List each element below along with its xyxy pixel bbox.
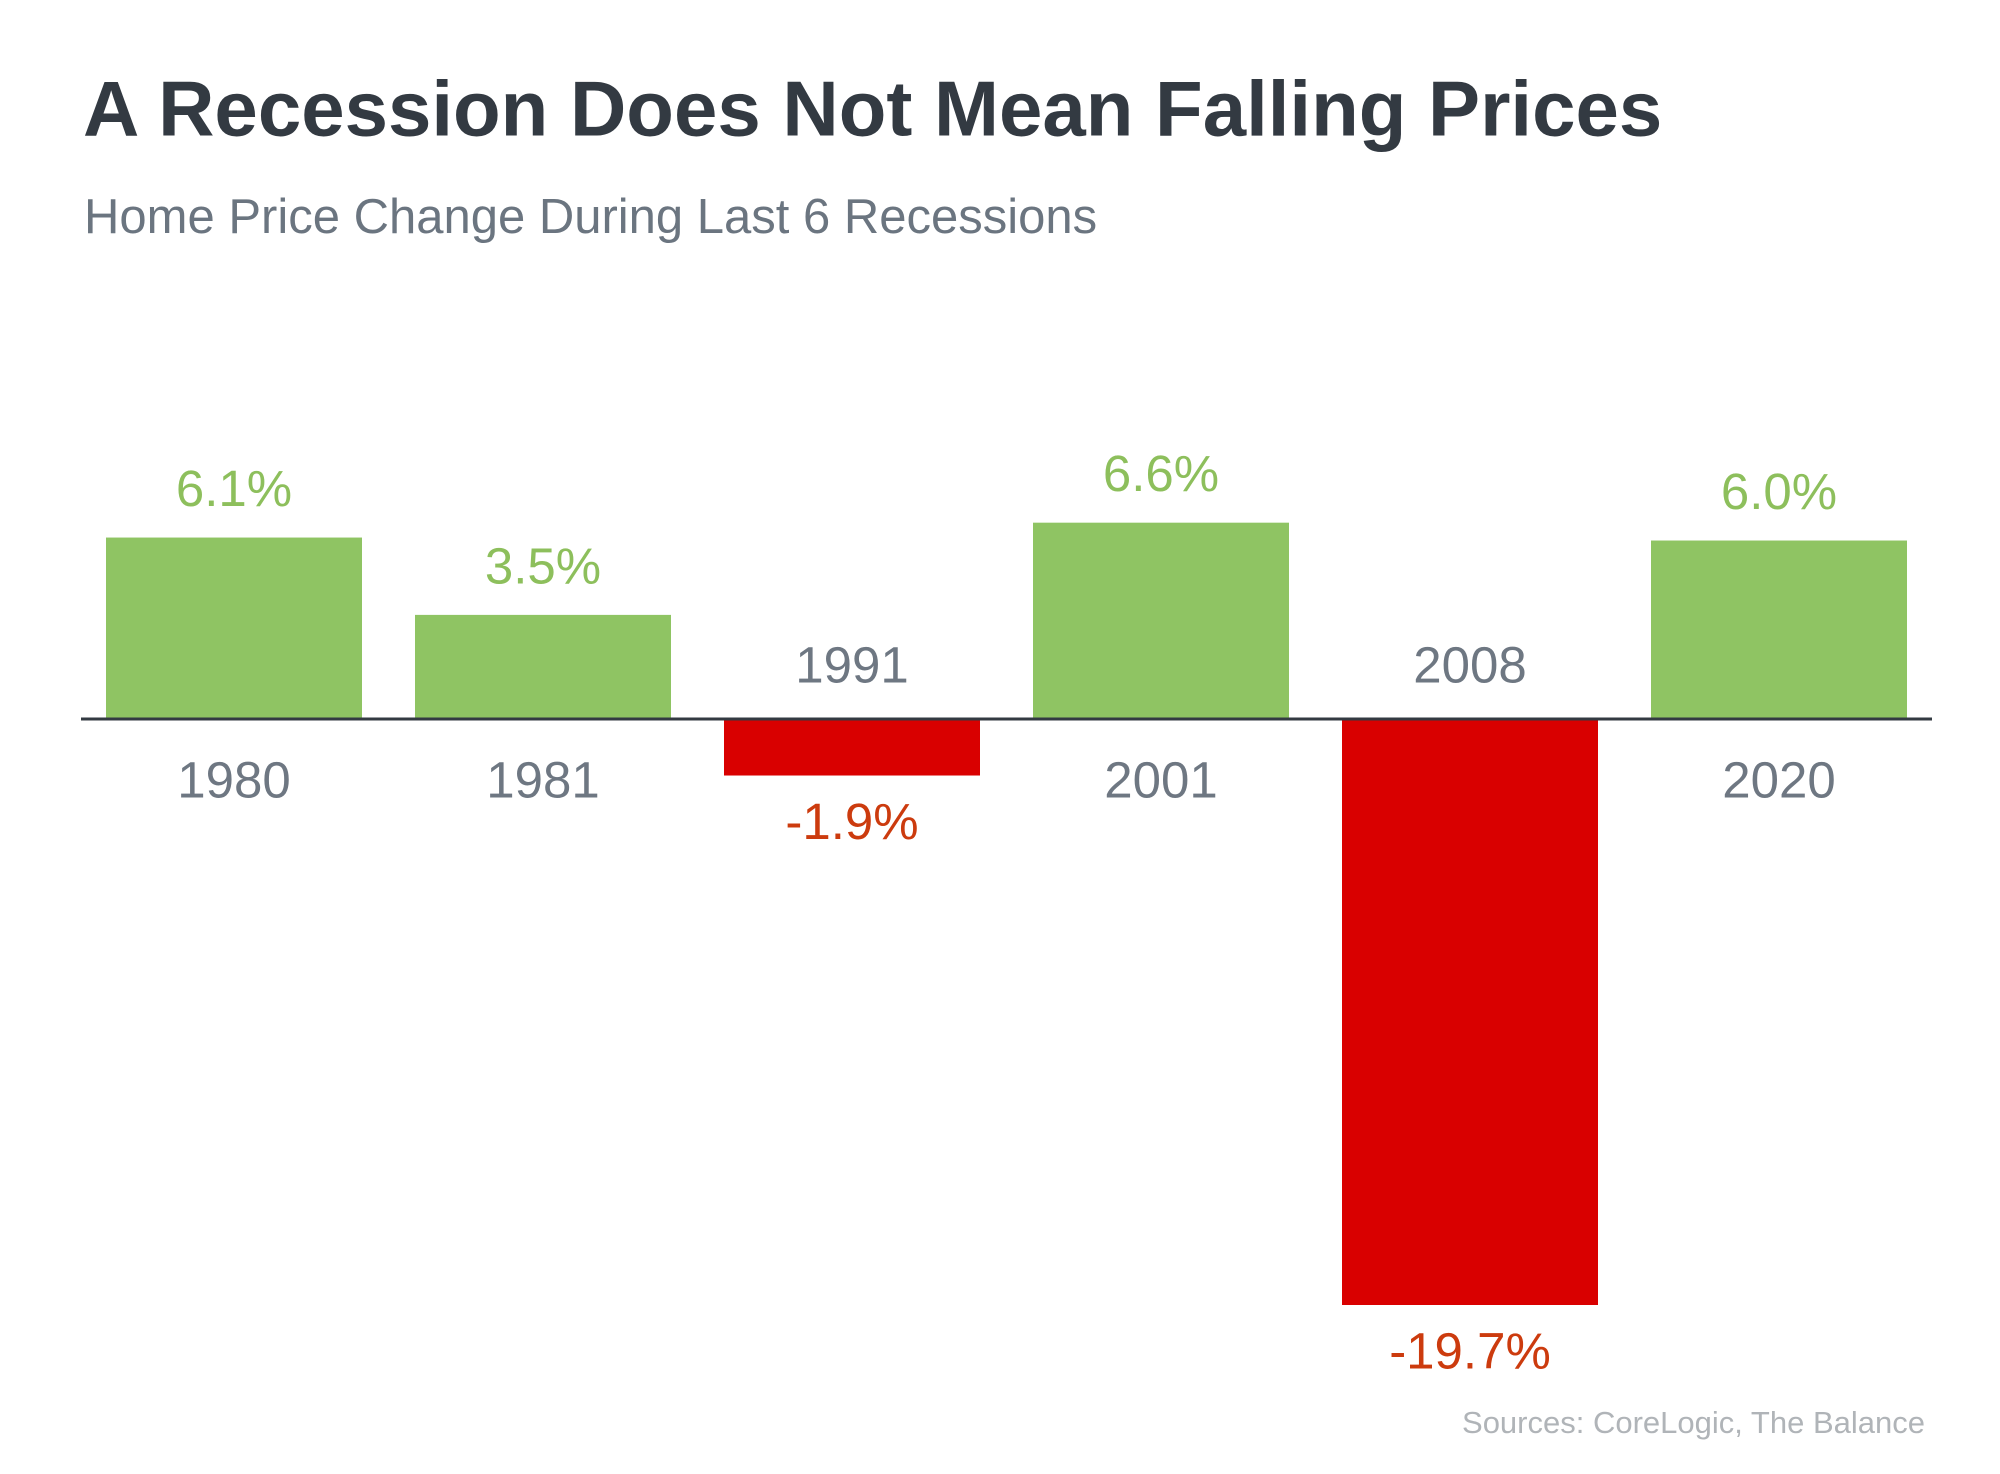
bar <box>1033 522 1289 719</box>
chart-subtitle: Home Price Change During Last 6 Recessio… <box>84 190 1097 244</box>
bar <box>724 719 980 776</box>
x-tick-label: 2020 <box>1722 751 1835 808</box>
x-tick-label: 1981 <box>486 751 599 808</box>
data-label: 6.1% <box>176 460 292 517</box>
data-label: 6.0% <box>1721 463 1837 520</box>
bar <box>106 537 362 719</box>
x-tick-label: 2001 <box>1104 751 1217 808</box>
bar <box>1342 719 1598 1305</box>
data-label: 6.6% <box>1103 445 1219 502</box>
chart-title: A Recession Does Not Mean Falling Prices <box>83 65 1662 153</box>
bar <box>1651 540 1907 719</box>
x-tick-label: 1980 <box>177 751 290 808</box>
bar <box>415 614 671 719</box>
data-label: -1.9% <box>785 793 918 850</box>
data-label: -19.7% <box>1389 1322 1551 1379</box>
source-note: Sources: CoreLogic, The Balance <box>1462 1405 1925 1440</box>
x-tick-label: 2008 <box>1413 636 1526 693</box>
x-tick-label: 1991 <box>795 636 908 693</box>
data-label: 3.5% <box>485 537 601 594</box>
